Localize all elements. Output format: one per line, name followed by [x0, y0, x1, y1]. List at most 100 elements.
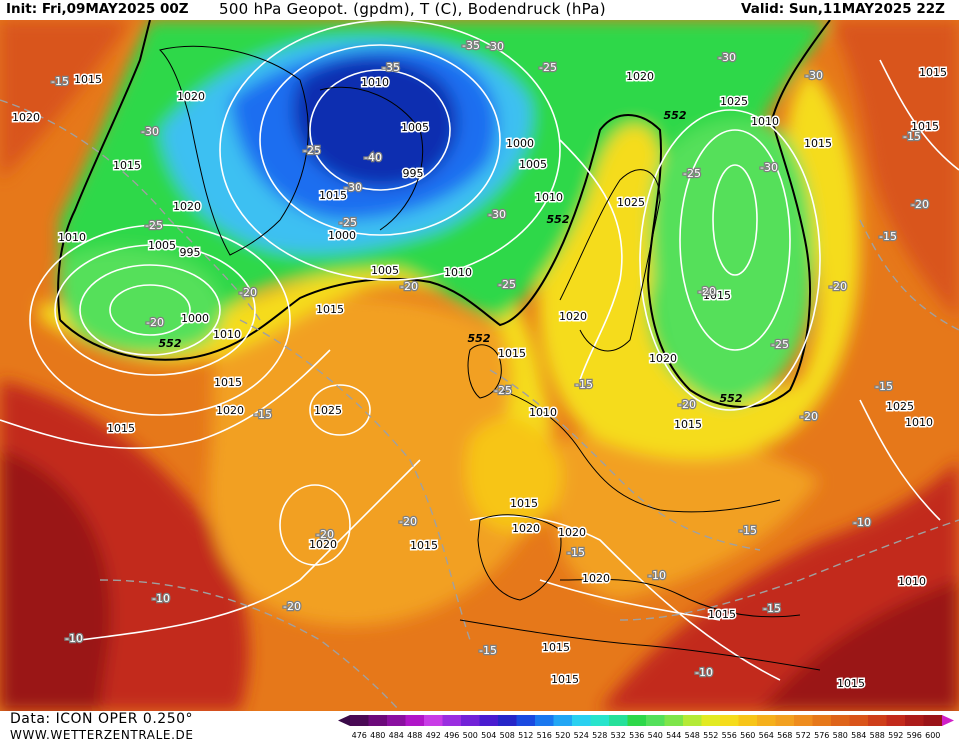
valid-time: Valid: Sun,11MAY2025 22Z	[741, 1, 945, 17]
colorbar-legend: 476 480 484 488 492 496 500 504 508 512 516 520 524 5…	[338, 715, 954, 740]
colorbar-swatch	[590, 715, 610, 726]
isoline-552	[59, 20, 831, 408]
temperature-label: -10	[152, 592, 170, 605]
field-redorange-northeast	[830, 20, 959, 320]
website-credit: WWW.WETTERZENTRALE.DE	[10, 728, 194, 742]
isoline-552-label: 552	[159, 337, 182, 350]
temperature-label: -25	[539, 61, 557, 74]
pressure-label: 1015	[703, 289, 731, 302]
pressure-label: 1020	[582, 572, 610, 585]
temperature-label: -15	[875, 380, 893, 393]
colorbar-swatch	[886, 715, 906, 726]
temperature-label: -25	[498, 278, 516, 291]
pressure-label: 1015	[551, 673, 579, 686]
isoline-552-label: 552	[720, 392, 743, 405]
colorbar-tick-label: 560	[740, 731, 755, 740]
colorbar-tick-label: 476	[352, 731, 367, 740]
colorbar-swatch	[757, 715, 776, 726]
temperature-label: -30	[488, 208, 506, 221]
temperature-label: -15	[254, 408, 272, 421]
coast-greenland	[159, 45, 309, 256]
temperature-label: -25	[771, 338, 789, 351]
temperature-label: -30	[141, 125, 159, 138]
init-time: Init: Fri,09MAY2025 00Z	[6, 1, 189, 17]
pressure-label: 1010	[444, 266, 472, 279]
temperature-label: -30	[805, 69, 823, 82]
pressure-label: 1005	[401, 121, 429, 134]
temperature-label: -15	[763, 602, 781, 615]
colorbar-swatch	[868, 715, 887, 726]
colorbar-tick-label: 540	[648, 731, 663, 740]
colorbar-tick-label: 480	[370, 731, 385, 740]
pressure-label: 1005	[371, 264, 399, 277]
pressure-label: 1010	[361, 76, 389, 89]
pressure-label: 1020	[558, 526, 586, 539]
pressure-label: 1015	[214, 376, 242, 389]
pressure-label: 1025	[886, 400, 914, 413]
temperature-label: -20	[239, 286, 257, 299]
colorbar-tick-label: 544	[666, 731, 681, 740]
map-labels: 1015 1020 1020 1015 1020 1010 1005 995 1000 1010 1…	[11, 38, 949, 692]
isotherm-4	[99, 579, 401, 711]
colorbar-swatch	[442, 715, 462, 726]
geopotential-field	[0, 20, 959, 711]
colorbar-swatch	[905, 715, 924, 726]
colorbar-swatch	[664, 715, 684, 726]
temperature-label: -25	[303, 144, 321, 157]
isotherm-2	[239, 319, 471, 641]
pressure-label: 1010	[213, 328, 241, 341]
temperature-label: -25	[145, 219, 163, 232]
temperature-label: -25	[494, 384, 512, 397]
field-yellow-scandinavia	[538, 70, 860, 459]
pressure-label: 995	[403, 167, 424, 180]
coast-scandinavia	[559, 169, 661, 352]
colorbar-tick-label: 512	[518, 731, 533, 740]
pressure-label: 1015	[837, 677, 865, 690]
pressure-label: 1025	[314, 404, 342, 417]
colorbar-swatch	[350, 715, 369, 726]
colorbar-swatch	[516, 715, 536, 726]
pressure-label: 1020	[559, 310, 587, 323]
temperature-label: -20	[399, 515, 417, 528]
colorbar-swatch	[738, 715, 758, 726]
colorbar-tick-label: 524	[574, 731, 589, 740]
pressure-label: 1020	[309, 538, 337, 551]
pressure-label: 1015	[107, 422, 135, 435]
temperature-label: -15	[51, 75, 69, 88]
isobar-low-west-2	[79, 264, 221, 356]
isoline-552-label: 552	[547, 213, 570, 226]
colorbar-tick-label: 520	[555, 731, 570, 740]
pressure-label: 1015	[911, 120, 939, 133]
pressure-label: 1020	[216, 404, 244, 417]
isobar-greenland-3	[219, 20, 561, 281]
isobar-low-west-3	[54, 244, 256, 376]
isotherm-6	[859, 219, 959, 331]
colorbar-tick-label: 516	[537, 731, 552, 740]
pressure-label: 1000	[506, 137, 534, 150]
pressure-label: 1015	[316, 303, 344, 316]
colorbar-swatch	[646, 715, 665, 726]
colorbar-swatch	[553, 715, 573, 726]
temperature-label: -10	[648, 569, 666, 582]
pressure-label: 1010	[751, 115, 779, 128]
isotherms	[0, 99, 959, 711]
colorbar-swatch	[849, 715, 869, 726]
pressure-label: 1000	[328, 229, 356, 242]
temperature-label: -20	[829, 280, 847, 293]
isobars	[0, 20, 959, 681]
colorbar-swatch	[812, 715, 832, 726]
colorbar-swatch	[683, 715, 702, 726]
colorbar-swatch	[461, 715, 480, 726]
colorbar-tick-label: 500	[463, 731, 478, 740]
temperature-label: -25	[683, 167, 701, 180]
temperature-label: -10	[853, 516, 871, 529]
colorbar-swatch	[720, 715, 739, 726]
coast-north-africa	[459, 619, 821, 671]
colorbar-swatch	[794, 715, 813, 726]
pressure-label: 1020	[626, 70, 654, 83]
temperature-label: -15	[739, 524, 757, 537]
isotherm-1	[0, 99, 261, 321]
field-redorange-northwest	[0, 20, 130, 180]
pressure-label: 1015	[674, 418, 702, 431]
isoline-552-west	[57, 20, 151, 321]
